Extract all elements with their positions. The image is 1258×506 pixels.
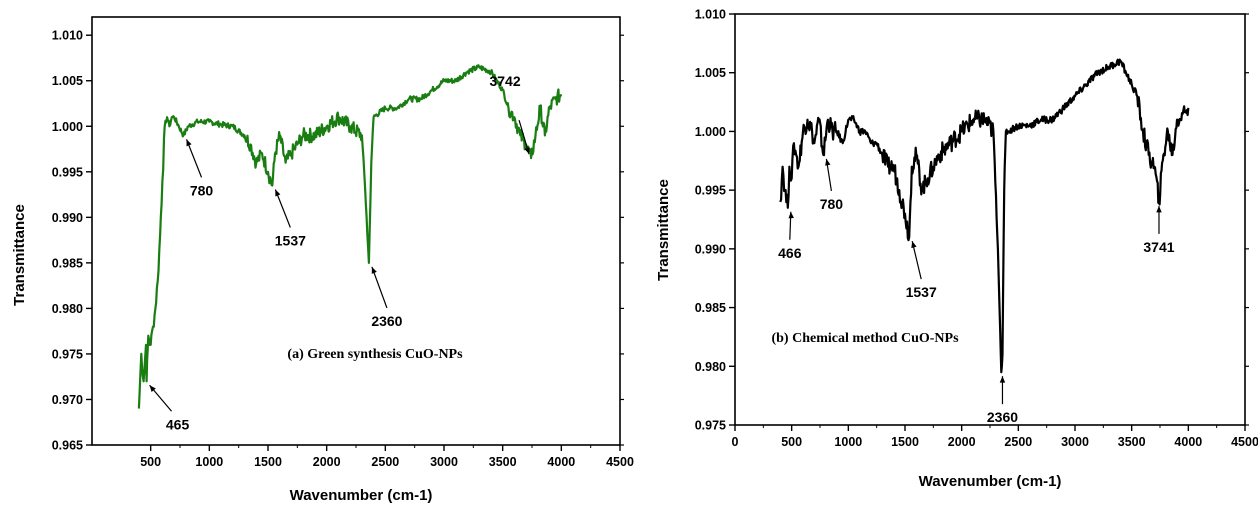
y-axis-title: Transmittance (655, 179, 672, 281)
x-axis-title: Wavenumber (cm-1) (290, 487, 433, 504)
annotation-arrow (185, 139, 203, 178)
y-tick-label: 0.975 (695, 419, 726, 433)
peak-label: 2360 (987, 409, 1018, 425)
x-tick-label: 3000 (1061, 435, 1089, 449)
y-tick-label: 0.990 (695, 242, 726, 256)
annotation-arrow (274, 189, 291, 228)
annotation-arrowhead (186, 139, 192, 147)
y-tick-label: 0.980 (695, 360, 726, 374)
peak-label: 3741 (1143, 239, 1174, 255)
peak-label: 780 (190, 182, 214, 198)
plot-frame-b (734, 13, 1246, 426)
peak-label: 780 (820, 196, 844, 212)
peak-label: 3742 (489, 73, 520, 89)
annotation-arrowhead (788, 211, 794, 219)
x-tick-label: 1000 (834, 435, 862, 449)
annotation-arrow (911, 240, 922, 280)
y-tick-label: 1.005 (52, 74, 83, 88)
chart-panel-a: 500 1000 1500 2000 2500 3000 3500 4000 4500 0.965… (11, 16, 634, 504)
annotation-arrowhead (524, 147, 530, 155)
x-tick-label: 2000 (313, 455, 341, 469)
y-tick-label: 0.995 (695, 184, 726, 198)
x-axis-title: Wavenumber (cm-1) (919, 473, 1062, 490)
x-tick-label: 2500 (1004, 435, 1032, 449)
y-tick-label: 0.985 (52, 256, 83, 270)
annotation-arrowhead (1156, 205, 1162, 213)
peak-label: 2360 (371, 313, 402, 329)
annotation-arrowhead (825, 158, 831, 166)
x-tick-label: 2000 (948, 435, 976, 449)
y-tick-label: 0.970 (52, 393, 83, 407)
x-tick-label: 3000 (430, 455, 458, 469)
x-tick-label: 4000 (1174, 435, 1202, 449)
x-tick-label: 500 (140, 455, 161, 469)
y-tick-label: 1.000 (695, 125, 726, 139)
peak-label: 466 (778, 245, 802, 261)
annotation-arrowhead (371, 266, 377, 274)
annotation-arrowhead (149, 385, 156, 392)
y-tick-label: 1.005 (695, 66, 726, 80)
y-tick-label: 1.010 (52, 29, 83, 43)
spectrum-line-a (137, 64, 563, 409)
annotation-arrowhead (275, 189, 281, 197)
y-tick-label: 0.995 (52, 165, 83, 179)
peak-label: 1537 (906, 284, 937, 300)
y-tick-label: 0.985 (695, 301, 726, 315)
annotation-arrowhead (999, 376, 1006, 383)
chart-panel-b: 0 500 1000 1500 2000 2500 3000 3500 4000 4500 0.97… (655, 8, 1258, 491)
spectrum-line-b (779, 58, 1190, 374)
x-tick-label: 1000 (195, 455, 223, 469)
x-tick-label: 4500 (606, 455, 634, 469)
y-tick-label: 1.000 (52, 120, 83, 134)
x-tick-label: 3500 (489, 455, 517, 469)
y-tick-label: 0.980 (52, 302, 83, 316)
peak-label: 465 (166, 416, 190, 432)
y-tick-label: 1.010 (695, 8, 726, 22)
peak-label: 1537 (275, 232, 306, 248)
chart-caption: (a) Green synthesis CuO-NPs (287, 347, 463, 362)
x-tick-label: 0 (732, 435, 739, 449)
x-tick-label: 4000 (547, 455, 575, 469)
plot-frame-a (91, 16, 621, 446)
x-tick-label: 2500 (371, 455, 399, 469)
x-tick-label: 4500 (1231, 435, 1258, 449)
y-tick-label: 0.965 (52, 439, 83, 453)
y-tick-label: 0.975 (52, 347, 83, 361)
x-tick-label: 3500 (1118, 435, 1146, 449)
annotation-arrowhead (911, 241, 917, 249)
y-tick-label: 0.990 (52, 211, 83, 225)
chart-caption: (b) Chemical method CuO-NPs (771, 331, 959, 346)
y-axis-title: Transmittance (11, 204, 28, 306)
x-tick-label: 1500 (254, 455, 282, 469)
x-tick-label: 1500 (891, 435, 919, 449)
annotation-arrow (371, 266, 388, 309)
x-tick-label: 500 (781, 435, 802, 449)
